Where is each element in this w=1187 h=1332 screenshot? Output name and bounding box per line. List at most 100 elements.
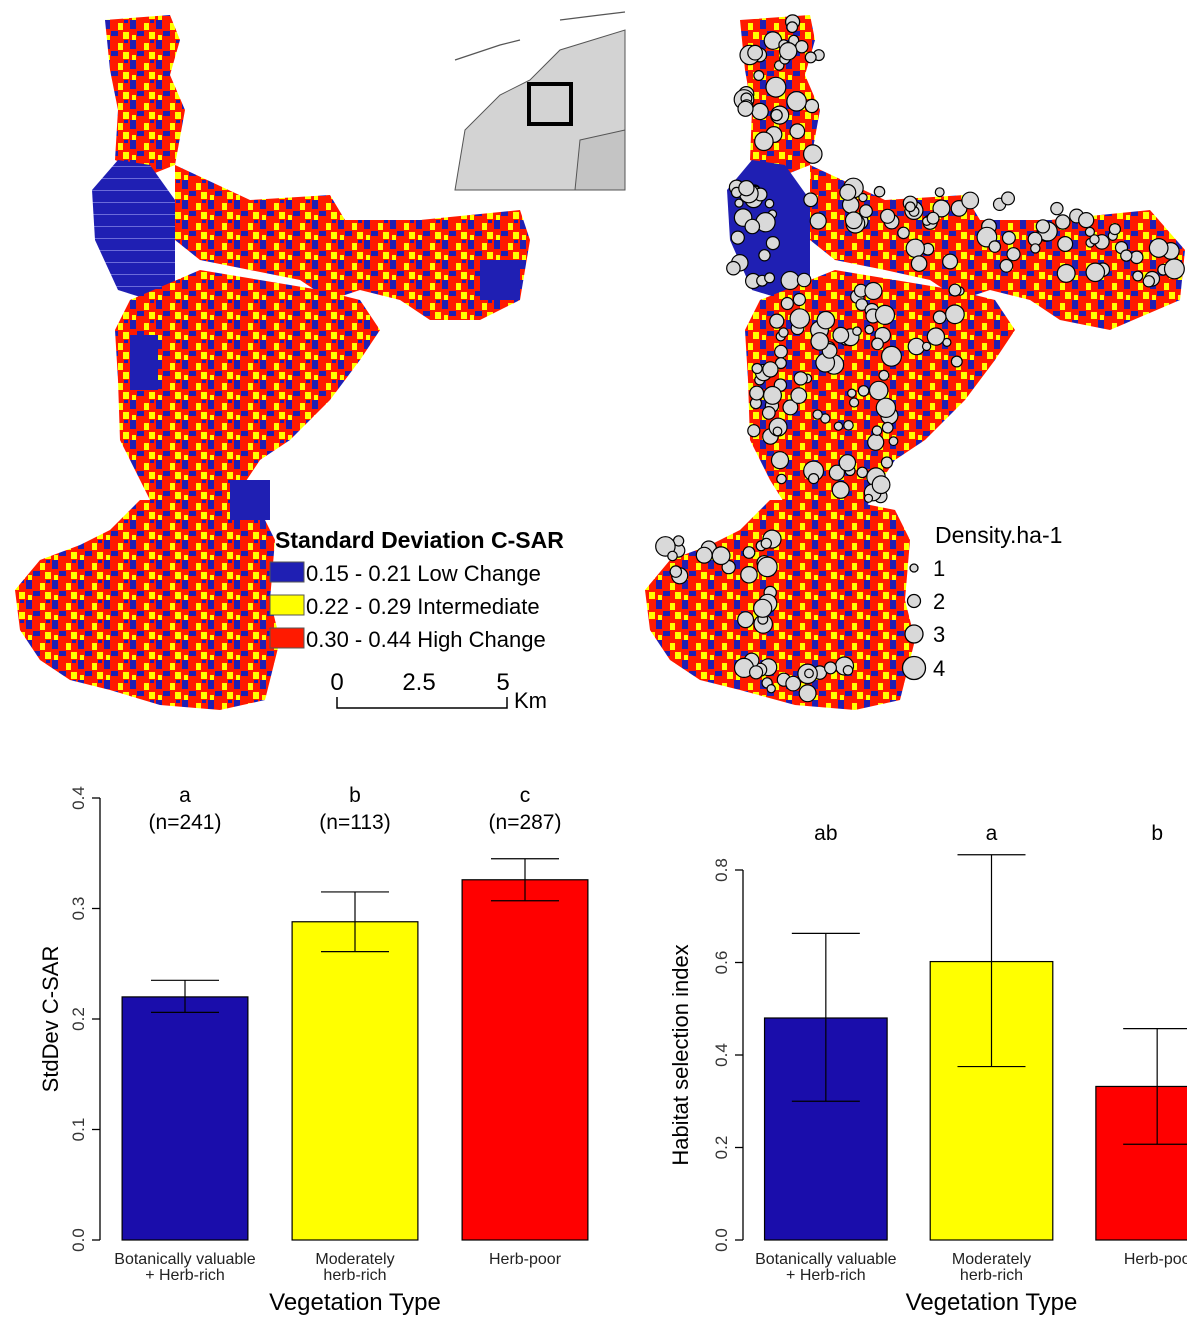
density-point bbox=[1001, 230, 1016, 245]
density-point bbox=[1148, 238, 1169, 258]
svg-text:4: 4 bbox=[933, 656, 945, 681]
density-point bbox=[1035, 219, 1051, 234]
y-tick-label: 0.8 bbox=[712, 858, 731, 882]
density-point bbox=[738, 179, 755, 197]
legend-item-low: 0.15 - 0.21 Low Change bbox=[269, 561, 541, 586]
x-axis-label: Vegetation Type bbox=[906, 1289, 1078, 1316]
density-point bbox=[859, 204, 873, 219]
density-point bbox=[766, 684, 776, 694]
y-tick-label: 0.4 bbox=[69, 786, 88, 810]
density-point bbox=[873, 185, 886, 198]
density-point bbox=[833, 421, 844, 431]
density-point bbox=[864, 281, 883, 301]
map-region-center bbox=[115, 270, 380, 530]
svg-text:Km: Km bbox=[514, 688, 547, 713]
density-point bbox=[786, 91, 807, 112]
scale-bar: 0 2.5 5 Km bbox=[330, 669, 547, 713]
significance-letter: a bbox=[986, 822, 998, 845]
bar bbox=[461, 879, 589, 1241]
map-std-dev: Standard Deviation C-SAR 0.15 - 0.21 Low… bbox=[0, 0, 630, 730]
density-point bbox=[758, 249, 771, 262]
map-blue-patch bbox=[480, 260, 520, 300]
density-point bbox=[764, 198, 775, 209]
map-blue-patch bbox=[130, 335, 158, 390]
density-point bbox=[785, 675, 802, 692]
significance-letter: a bbox=[179, 784, 191, 807]
y-tick-label: 0.0 bbox=[69, 1228, 88, 1252]
density-point bbox=[804, 98, 820, 114]
density-point bbox=[1129, 250, 1144, 265]
density-point bbox=[1163, 258, 1185, 280]
density-point bbox=[999, 258, 1014, 273]
density-point bbox=[1089, 234, 1100, 245]
density-point bbox=[798, 684, 817, 703]
density-point bbox=[926, 211, 940, 225]
density-point bbox=[824, 661, 838, 675]
map-region-east bbox=[175, 165, 530, 320]
svg-text:0.15 - 0.21 Low Change: 0.15 - 0.21 Low Change bbox=[306, 561, 541, 586]
density-points bbox=[655, 14, 1185, 703]
density-point bbox=[753, 69, 765, 81]
svg-text:5: 5 bbox=[496, 669, 509, 696]
density-point bbox=[747, 44, 763, 61]
density-legend-item-4: 4 bbox=[901, 655, 945, 681]
density-point bbox=[948, 283, 962, 297]
legend-item-high: 0.30 - 0.44 High Change bbox=[269, 627, 546, 652]
x-tick-label: + Herb-rich bbox=[786, 1267, 866, 1284]
density-point bbox=[875, 397, 897, 418]
map-region-polder bbox=[92, 160, 175, 300]
density-point bbox=[1078, 212, 1095, 229]
density-point bbox=[843, 419, 854, 431]
density-point bbox=[871, 475, 891, 495]
density-point bbox=[772, 426, 783, 437]
density-legend-item-2: 2 bbox=[906, 589, 945, 614]
density-point bbox=[881, 421, 894, 434]
map-density: Density.ha-1 1 2 3 4 bbox=[630, 0, 1187, 730]
x-tick-label: herb-rich bbox=[960, 1267, 1023, 1284]
svg-text:0.22 - 0.29 Intermediate: 0.22 - 0.29 Intermediate bbox=[306, 594, 540, 619]
density-point bbox=[774, 344, 788, 359]
density-point bbox=[950, 355, 963, 368]
map-region-north bbox=[105, 15, 185, 175]
density-point bbox=[751, 102, 769, 121]
legend-item-intermediate: 0.22 - 0.29 Intermediate bbox=[269, 594, 540, 619]
density-point bbox=[871, 337, 884, 351]
density-point bbox=[878, 369, 890, 381]
density-point bbox=[1056, 263, 1076, 283]
density-point bbox=[926, 327, 946, 346]
density-point bbox=[737, 611, 755, 629]
density-point bbox=[828, 464, 845, 481]
density-point bbox=[1006, 247, 1021, 262]
density-point bbox=[868, 380, 889, 401]
sample-size-label: (n=241) bbox=[149, 811, 222, 834]
density-point bbox=[765, 76, 787, 98]
density-point bbox=[737, 100, 754, 117]
svg-text:2: 2 bbox=[933, 589, 945, 614]
density-point bbox=[760, 537, 772, 550]
density-point bbox=[880, 456, 893, 469]
density-point bbox=[1108, 223, 1121, 236]
density-point bbox=[1084, 226, 1095, 237]
density-point bbox=[1050, 201, 1064, 216]
density-point bbox=[1001, 191, 1016, 206]
density-point bbox=[769, 313, 785, 329]
y-tick-label: 0.4 bbox=[712, 1043, 731, 1067]
density-point bbox=[792, 292, 806, 307]
significance-letter: b bbox=[1151, 822, 1163, 845]
x-axis-label: Vegetation Type bbox=[269, 1289, 441, 1316]
density-point bbox=[1142, 275, 1156, 288]
density-point bbox=[770, 108, 783, 122]
density-point bbox=[762, 361, 779, 378]
density-point bbox=[730, 230, 745, 245]
density-point bbox=[776, 473, 787, 485]
density-point bbox=[804, 668, 814, 679]
density-point bbox=[856, 466, 869, 479]
density-point bbox=[765, 236, 780, 251]
density-point bbox=[761, 406, 776, 420]
density-point bbox=[904, 201, 916, 213]
density-point bbox=[847, 388, 857, 398]
density-point bbox=[756, 556, 778, 578]
bar-chart-stddev: 0.0 0.1 0.2 0.3 0.4 StdDev C-SAR a (n=241) Botan… bbox=[0, 760, 600, 1327]
y-tick-label: 0.6 bbox=[712, 951, 731, 975]
density-point bbox=[809, 212, 827, 230]
